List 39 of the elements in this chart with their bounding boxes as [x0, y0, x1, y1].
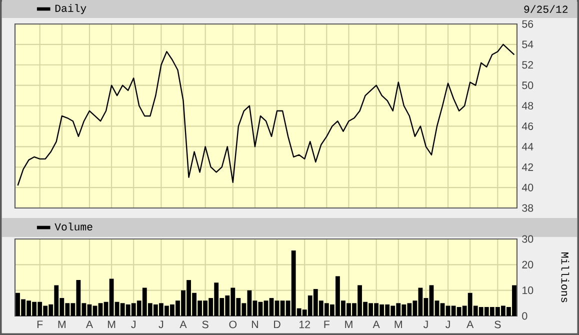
x-tick-label: F — [324, 320, 330, 328]
y-axis-title: Millions — [561, 252, 570, 302]
y-tick-label: 42 — [522, 163, 534, 171]
y-tick-label: 0 — [522, 312, 528, 320]
x-tick-label: F — [37, 320, 43, 328]
x-tick-label: A — [466, 320, 474, 328]
x-tick-label: M — [108, 320, 116, 328]
y-tick-label: 10 — [522, 286, 534, 294]
x-tick-label: A — [86, 320, 94, 328]
y-tick-label: 52 — [522, 61, 534, 69]
x-tick-label: A — [372, 320, 380, 328]
y-tick-label: 30 — [522, 235, 534, 243]
x-tick-label: O — [229, 320, 237, 328]
x-tick-label: M — [394, 320, 402, 328]
x-tick-label: N — [252, 320, 258, 328]
y-tick-label: 54 — [522, 40, 534, 48]
x-tick-label: J — [131, 320, 136, 328]
legend-label: Volume — [54, 222, 92, 230]
y-tick-label: 38 — [522, 204, 534, 212]
x-tick-label: S — [202, 320, 208, 328]
x-tick-label: J — [158, 320, 164, 328]
y-tick-label: 56 — [522, 20, 534, 28]
text: 9/25/12 — [524, 5, 568, 13]
x-tick-label: M — [58, 320, 66, 328]
y-tick-label: 46 — [522, 122, 534, 130]
x-tick-label: J — [423, 320, 428, 328]
y-tick-label: 40 — [522, 184, 534, 192]
y-tick-label: 44 — [522, 142, 534, 150]
y-tick-label: 20 — [522, 260, 534, 268]
x-tick-label: S — [494, 320, 501, 328]
x-tick-label: J — [446, 320, 450, 328]
y-tick-label: 50 — [522, 82, 534, 90]
x-tick-label: 12 — [299, 320, 310, 328]
line-series — [17, 44, 515, 186]
x-tick-label: D — [274, 320, 280, 328]
x-tick-label: M — [345, 320, 352, 328]
x-tick-label: A — [180, 320, 187, 328]
y-tick-label: 48 — [522, 102, 534, 110]
legend-label: Daily — [55, 4, 86, 14]
